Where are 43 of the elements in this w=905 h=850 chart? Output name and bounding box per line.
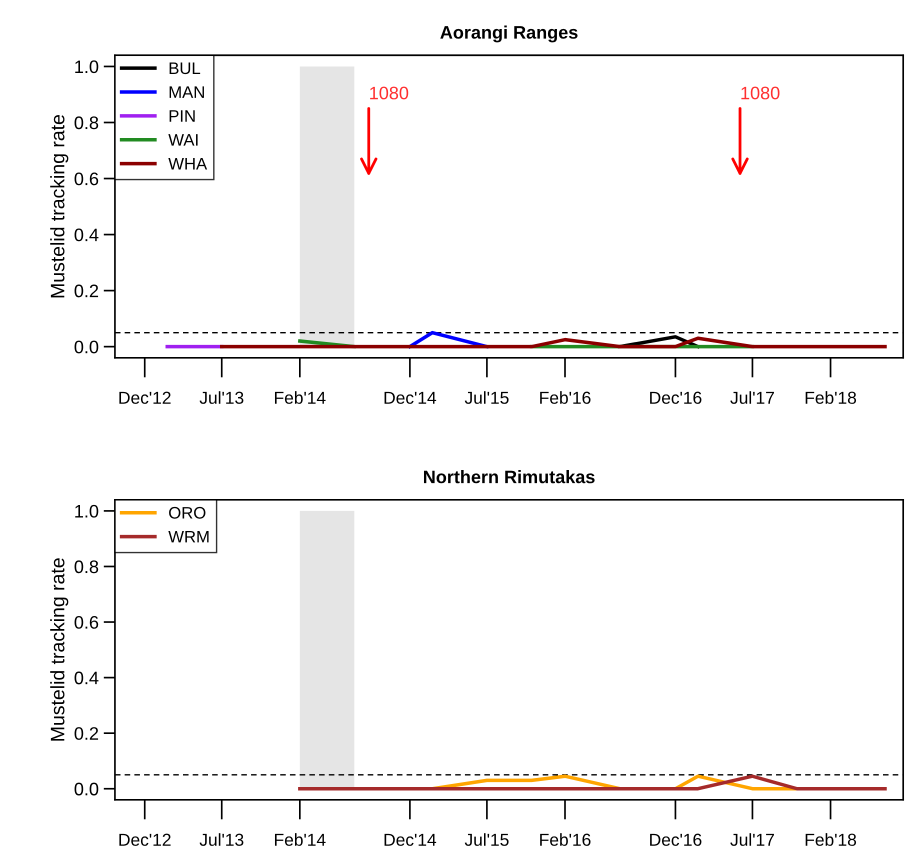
- y-axis-title: Mustelid tracking rate: [50, 115, 68, 298]
- x-tick-label: Jul'17: [730, 833, 774, 846]
- legend-label: MAN: [170, 86, 204, 98]
- x-tick-label: Dec'16: [650, 834, 702, 846]
- x-tick-label: Dec'12: [119, 392, 171, 404]
- y-tick-label: 0.8: [74, 116, 98, 130]
- x-tick-label: Feb'16: [540, 391, 591, 404]
- y-tick-label: 0.8: [74, 560, 98, 574]
- x-tick-label: Dec'12: [119, 834, 171, 846]
- x-tick-label: Feb'18: [806, 391, 856, 404]
- y-tick-label: 0.4: [74, 228, 98, 242]
- y-tick-label: 0.2: [74, 727, 98, 740]
- y-tick-label: 0.0: [74, 782, 98, 796]
- y-axis-title: Mustelid tracking rate: [50, 558, 68, 741]
- x-tick-label: Jul'15: [464, 391, 509, 404]
- chart-title: Aorangi Ranges: [440, 26, 578, 42]
- y-tick-label: 0.6: [74, 172, 98, 186]
- y-tick-label: 1.0: [75, 504, 98, 518]
- x-tick-label: Feb'18: [806, 833, 856, 846]
- x-tick-label: Jul'13: [200, 833, 244, 846]
- legend-label: BUL: [170, 62, 200, 74]
- x-tick-label: Feb'14: [274, 391, 326, 404]
- x-tick-label: Jul'13: [200, 391, 244, 404]
- chart-title: Northern Rimutakas: [424, 470, 595, 484]
- legend-label: WAI: [168, 134, 198, 146]
- x-tick-label: Dec'16: [650, 392, 702, 404]
- y-tick-label: 0.2: [74, 284, 98, 298]
- legend-label: WHA: [168, 158, 208, 170]
- x-tick-label: Dec'14: [384, 834, 436, 846]
- legend-label: ORO: [169, 506, 206, 519]
- y-tick-label: 0.4: [74, 672, 98, 684]
- x-tick-label: Jul'17: [730, 391, 774, 404]
- x-tick-label: Jul'15: [464, 833, 509, 846]
- x-tick-label: Feb'14: [274, 833, 326, 846]
- y-tick-label: 0.0: [74, 340, 98, 354]
- y-tick-label: 0.6: [74, 616, 98, 629]
- x-tick-label: Dec'14: [384, 392, 436, 404]
- y-tick-label: 1.0: [75, 60, 98, 74]
- legend-label: PIN: [170, 110, 195, 122]
- x-tick-label: Feb'16: [540, 833, 591, 846]
- legend-label: WRM: [168, 530, 209, 542]
- annotation: 1080: [370, 86, 408, 100]
- annotation: 1080: [741, 86, 780, 100]
